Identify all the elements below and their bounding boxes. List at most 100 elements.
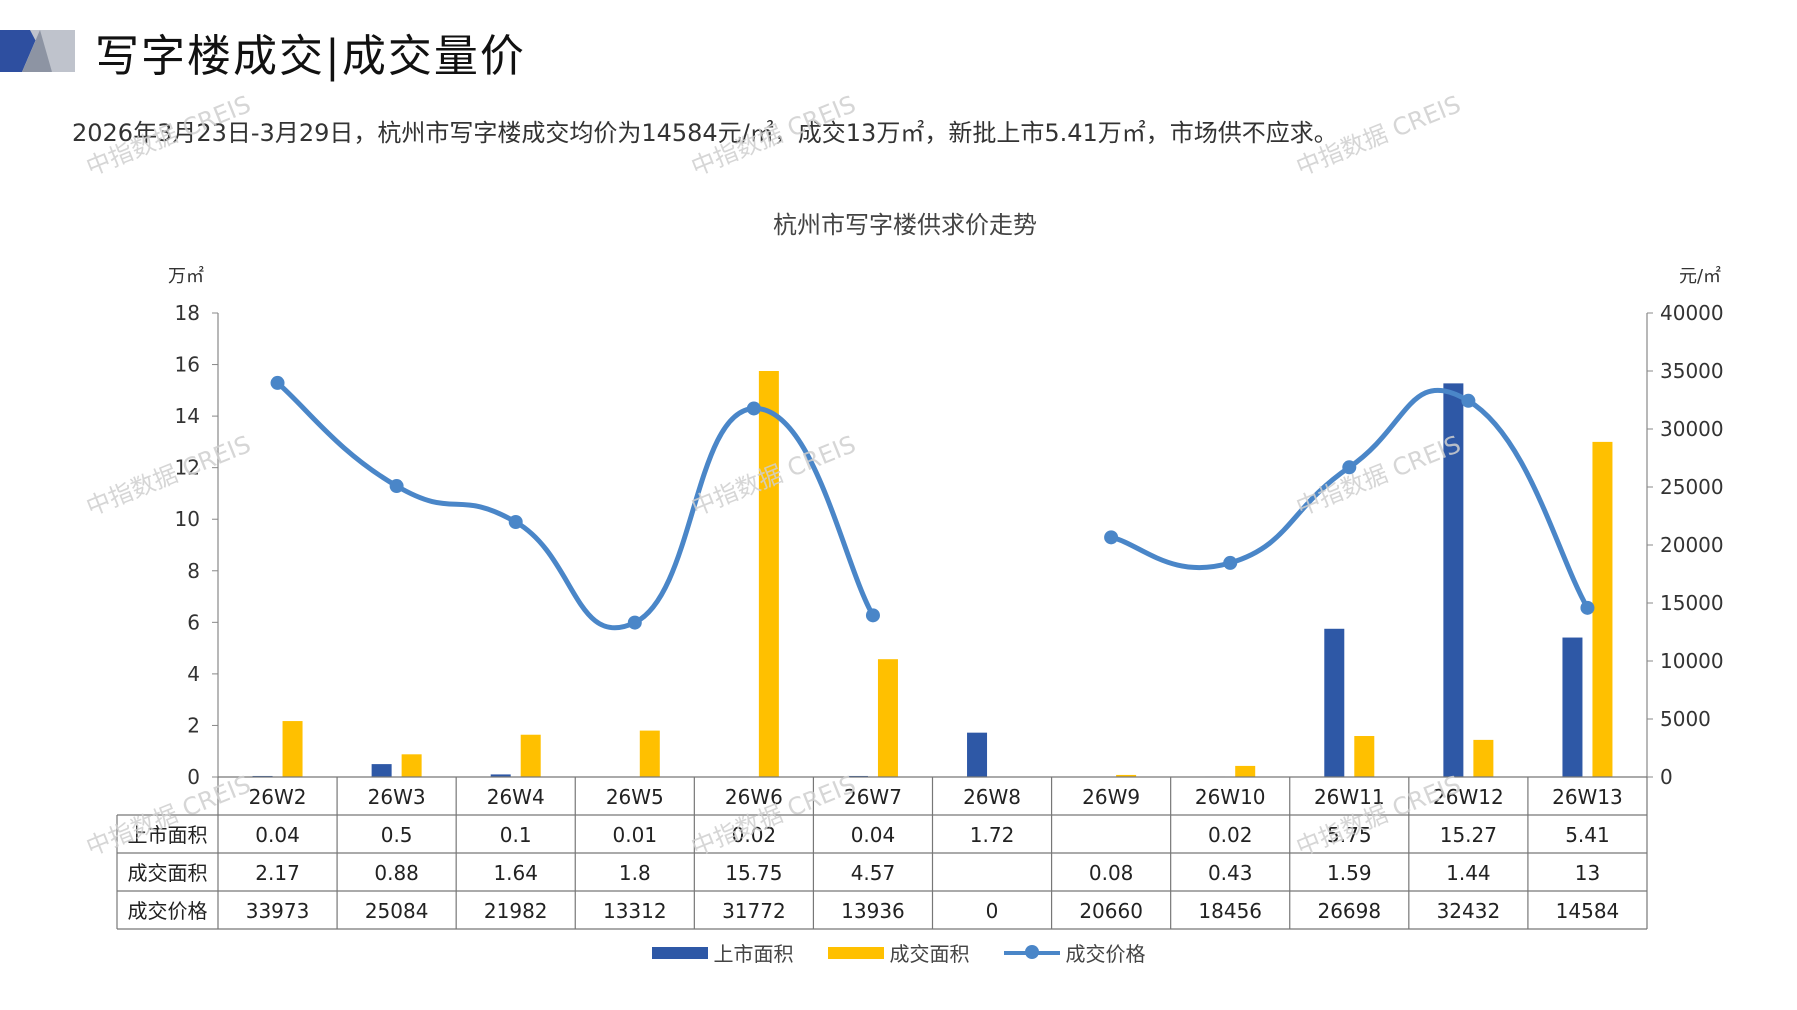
y-right-tick-label: 35000 xyxy=(1660,359,1724,383)
y-left-tick-label: 18 xyxy=(175,301,200,325)
table-row-label: 成交面积 xyxy=(128,861,208,885)
bar-deal-area xyxy=(1354,736,1375,777)
y-right-tick-label: 5000 xyxy=(1660,707,1711,731)
data-label: 0.04 xyxy=(851,823,896,847)
data-label: 1.59 xyxy=(1327,861,1372,885)
price-point xyxy=(627,615,642,630)
category-label: 26W12 xyxy=(1433,785,1504,809)
price-line-group xyxy=(270,375,1595,631)
data-label: 31772 xyxy=(722,899,786,923)
logo-dark-shape xyxy=(0,30,40,72)
bar-supply xyxy=(1324,628,1345,777)
data-label: 25084 xyxy=(365,899,429,923)
bar-supply xyxy=(490,774,511,777)
data-label: 13936 xyxy=(841,899,905,923)
data-label: 15.75 xyxy=(725,861,782,885)
data-label: 5.75 xyxy=(1327,823,1372,847)
legend-item-supply: 上市面积 xyxy=(651,938,794,967)
y-left-tick-label: 14 xyxy=(175,404,200,428)
price-point xyxy=(1580,600,1595,615)
data-label: 15.27 xyxy=(1440,823,1497,847)
y-left-tick-label: 8 xyxy=(187,559,200,583)
y-right-tick-label: 0 xyxy=(1660,765,1673,789)
bar-supply xyxy=(371,764,392,777)
data-label: 32432 xyxy=(1437,899,1501,923)
table-row-label: 成交价格 xyxy=(128,899,208,923)
y-right-tick-label: 40000 xyxy=(1660,301,1724,325)
legend-swatch-supply xyxy=(651,946,708,959)
data-label: 5.41 xyxy=(1565,823,1610,847)
y-right-unit: 元/㎡ xyxy=(1679,265,1721,287)
bar-deal-area xyxy=(1592,441,1613,777)
data-label: 20660 xyxy=(1079,899,1143,923)
bar-supply xyxy=(1443,383,1464,777)
brand-logo xyxy=(0,30,75,72)
summary-text: 2026年3月23日-3月29日，杭州市写字楼成交均价为14584元/㎡，成交1… xyxy=(72,119,1338,147)
price-point xyxy=(1342,460,1357,475)
data-label: 0.43 xyxy=(1208,861,1253,885)
y-right-tick-label: 20000 xyxy=(1660,533,1724,557)
category-label: 26W10 xyxy=(1195,785,1266,809)
data-label: 18456 xyxy=(1198,899,1262,923)
bar-deal-area xyxy=(1235,765,1256,777)
price-point xyxy=(508,515,523,530)
data-label: 13 xyxy=(1575,861,1600,885)
data-label: 0.5 xyxy=(381,823,413,847)
data-label: 0.02 xyxy=(732,823,777,847)
y-right-tick-label: 30000 xyxy=(1660,417,1724,441)
y-left-unit: 万㎡ xyxy=(168,265,204,287)
legend-label-deal-area: 成交面积 xyxy=(889,942,970,966)
bar-deal-area xyxy=(1116,774,1137,777)
data-table: 26W2 26W3 26W4 26W5 26W6 26W7 26W8 26W9 26W10 26W… xyxy=(116,776,1648,930)
price-line xyxy=(275,380,876,631)
price-point xyxy=(1104,530,1119,545)
data-label: 1.72 xyxy=(970,823,1015,847)
category-label: 26W9 xyxy=(1082,785,1140,809)
bars-group xyxy=(252,371,1613,778)
data-label: 0.04 xyxy=(255,823,300,847)
price-point xyxy=(865,608,880,623)
bar-deal-area xyxy=(1473,739,1494,777)
category-label: 26W5 xyxy=(606,785,664,809)
y-right-tick-label: 25000 xyxy=(1660,475,1724,499)
y-right-tick-label: 10000 xyxy=(1660,649,1724,673)
bar-deal-area xyxy=(401,754,422,777)
bar-supply xyxy=(1562,637,1583,777)
category-label: 26W7 xyxy=(844,785,902,809)
legend-label-price: 成交价格 xyxy=(1065,942,1146,966)
data-label: 1.64 xyxy=(493,861,538,885)
data-label: 0 xyxy=(986,899,999,923)
category-label: 26W6 xyxy=(725,785,783,809)
data-label: 26698 xyxy=(1317,899,1381,923)
category-label: 26W2 xyxy=(249,785,307,809)
category-label: 26W4 xyxy=(487,785,545,809)
axes-group: 0 2 4 6 8 10 12 14 16 18 0 5000 10000 15000 20000 25000… xyxy=(175,301,1724,789)
y-left-tick-label: 16 xyxy=(175,353,200,377)
y-left-tick-label: 6 xyxy=(187,610,200,634)
logo-mid-shape xyxy=(22,30,52,72)
data-label: 4.57 xyxy=(851,861,896,885)
y-left-tick-label: 12 xyxy=(175,456,200,480)
y-right-tick-label: 15000 xyxy=(1660,591,1724,615)
data-label: 0.01 xyxy=(613,823,658,847)
y-left-tick-label: 0 xyxy=(187,765,200,789)
bar-deal-area xyxy=(282,721,303,777)
data-label: 21982 xyxy=(484,899,548,923)
data-label: 14584 xyxy=(1556,899,1620,923)
data-label: 0.88 xyxy=(374,861,419,885)
legend-item-deal-area: 成交面积 xyxy=(827,938,970,967)
legend-item-price: 成交价格 xyxy=(1003,938,1146,967)
data-label: 0.1 xyxy=(500,823,532,847)
chart-title: 杭州市写字楼供求价走势 xyxy=(773,211,1037,239)
data-label: 1.8 xyxy=(619,861,651,885)
category-label: 26W13 xyxy=(1552,785,1623,809)
bar-supply xyxy=(967,732,988,777)
legend-swatch-deal-area xyxy=(827,946,884,959)
category-label: 26W3 xyxy=(368,785,426,809)
data-label: 13312 xyxy=(603,899,667,923)
price-point xyxy=(270,375,285,390)
y-left-tick-label: 4 xyxy=(187,662,200,686)
bar-deal-area xyxy=(520,734,541,777)
data-label: 1.44 xyxy=(1446,861,1491,885)
